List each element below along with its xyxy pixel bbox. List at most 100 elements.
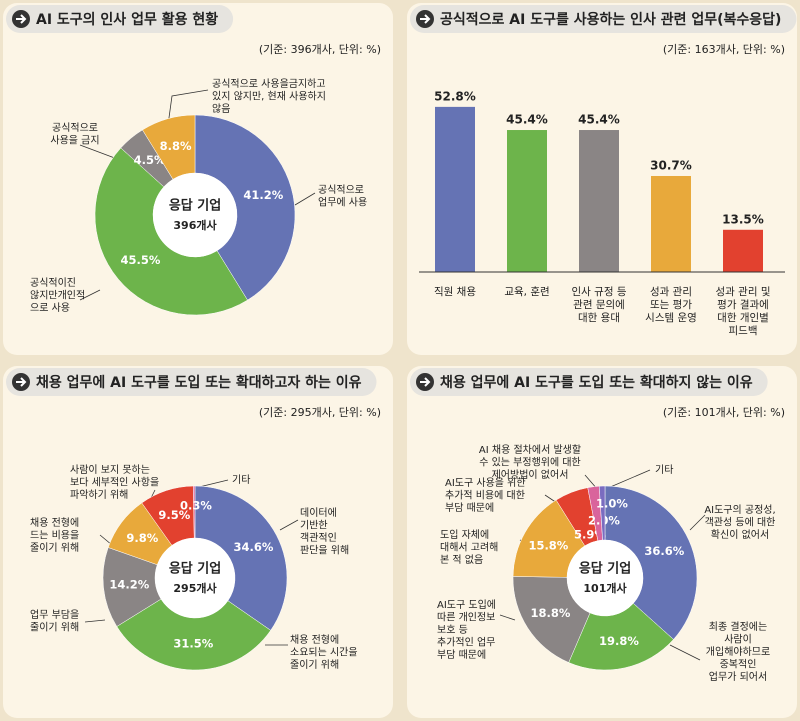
bar (651, 175, 691, 272)
header-pill (6, 368, 377, 396)
category-label: 제어방법이 없어서 (492, 468, 569, 481)
category-label: 최종 결정에는 (709, 621, 767, 633)
value-label: 1.0% (596, 497, 628, 511)
value-label: 13.5% (722, 212, 764, 226)
value-label: 45.5% (120, 253, 160, 267)
category-label: 기타 (655, 464, 673, 476)
center-label: 응답 기업 (169, 562, 221, 577)
header-pill (6, 5, 234, 33)
category-label: 사람이 보지 못하는 (70, 463, 150, 476)
leader-line (669, 644, 701, 661)
leader-line (167, 89, 209, 126)
donut-hole (155, 538, 235, 618)
bar (507, 130, 547, 272)
leader-line (689, 514, 706, 531)
category-label: 사람이 (724, 633, 752, 646)
leader-line (79, 289, 101, 301)
value-label: 45.4% (578, 113, 620, 127)
category-label: 공식적으로 (52, 122, 98, 134)
value-label: 14.2% (109, 578, 149, 592)
category-label: AI도구 사용을 위한 (445, 476, 526, 489)
category-label: 않지만개인적 (30, 290, 85, 302)
category-label: 줄이기 위해 (30, 541, 79, 554)
value-label: 34.6% (234, 540, 274, 554)
category-label: 채용 전형에 (30, 517, 79, 529)
donut-hole (153, 173, 237, 257)
arrow-glyph (16, 377, 27, 387)
category-label: 데이터에 (300, 507, 337, 519)
category-label: 줄이기 위해 (30, 621, 79, 634)
arrow-glyph (16, 14, 27, 24)
category-label: 드는 비용을 (30, 530, 79, 542)
category-label: 공식적으로 사용을금지하고 (212, 77, 326, 90)
header-pill (410, 368, 768, 396)
panel-title: 채용 업무에 AI 도구를 도입 또는 확대하고자 하는 이유 (36, 374, 362, 391)
leader-line (294, 192, 316, 206)
category-label: 파악하기 위해 (70, 488, 128, 501)
value-label: 30.7% (650, 158, 692, 172)
category-label: 대한 용대 (578, 312, 620, 324)
category-label: 업무가 되어서 (709, 670, 767, 683)
category-label: 기타 (232, 474, 250, 486)
category-label: 개입해야하므로 (706, 645, 770, 658)
category-label: 으로 사용 (30, 302, 70, 314)
panel-title: 채용 업무에 AI 도구를 도입 또는 확대하지 않는 이유 (440, 374, 753, 391)
category-label: 도입 자체에 (440, 528, 489, 541)
category-label: 않음 (212, 103, 230, 115)
category-label: 관련 문의에 (573, 299, 625, 311)
category-label: 부담 때문에 (445, 502, 494, 514)
category-label: 인사 규정 등 (572, 286, 627, 298)
arrow-glyph (420, 377, 431, 387)
category-label: 채용 전형에 (290, 634, 339, 646)
category-label: 성과 관리 및 (716, 286, 771, 298)
category-label: 객관적인 (300, 532, 337, 544)
category-label: 시스템 운영 (645, 312, 697, 324)
value-label: 9.8% (126, 531, 158, 545)
category-label: 본 적 없음 (440, 553, 483, 566)
value-label: 19.8% (599, 634, 639, 648)
category-label: 추가적인 업무 (437, 636, 495, 649)
category-label: 평가 결과에 (717, 299, 769, 311)
center-label: 101개사 (583, 581, 627, 595)
bar (723, 229, 763, 272)
category-label: AI도구 도입에 (437, 598, 496, 611)
category-label: 부담 때문에 (437, 649, 486, 661)
value-label: 31.5% (173, 636, 213, 650)
leader-line (499, 614, 516, 621)
category-label: 추가적 비용에 대한 (445, 490, 525, 502)
category-label: 대한 개인별 (717, 312, 769, 324)
category-label: 따른 개인정보 (437, 612, 495, 624)
category-label: 수 있는 부정행위에 대한 (479, 456, 581, 469)
category-label: AI도구의 공정성, (704, 504, 775, 516)
panel-title: AI 도구의 인사 업무 활용 현황 (36, 11, 218, 28)
category-label: 직원 채용 (434, 286, 476, 298)
note: (기준: 396개사, 단위: %) (259, 43, 381, 56)
category-label: 피드백 (729, 325, 758, 337)
category-label: 기반한 (300, 520, 328, 532)
category-label: 공식적이진 (30, 277, 76, 289)
note: (기준: 101개사, 단위: %) (663, 406, 785, 419)
category-label: AI 채용 절차에서 발생할 (479, 443, 581, 456)
note: (기준: 295개사, 단위: %) (259, 406, 381, 419)
bar (579, 130, 619, 272)
center-label: 295개사 (173, 581, 217, 595)
donut-hole (567, 540, 643, 616)
leader-line (279, 519, 299, 531)
value-label: 41.2% (243, 188, 283, 202)
category-label: 줄이기 위해 (290, 658, 339, 671)
value-label: 15.8% (528, 539, 568, 553)
bar (435, 106, 475, 272)
center-label: 응답 기업 (579, 562, 631, 577)
category-label: 있지 않지만, 현재 사용하지 (212, 90, 326, 103)
category-label: 성과 관리 (650, 286, 692, 298)
value-label: 4.5% (134, 153, 166, 167)
category-label: 또는 평가 (650, 299, 692, 311)
donut-segment (142, 114, 196, 180)
value-label: 0.3% (180, 499, 212, 513)
value-label: 18.8% (530, 606, 570, 620)
panel-title: 공식적으로 AI 도구를 사용하는 인사 관련 업무(복수응답) (440, 11, 781, 28)
value-label: 45.4% (506, 113, 548, 127)
value-label: 8.8% (160, 139, 192, 153)
header-pill (410, 5, 797, 33)
